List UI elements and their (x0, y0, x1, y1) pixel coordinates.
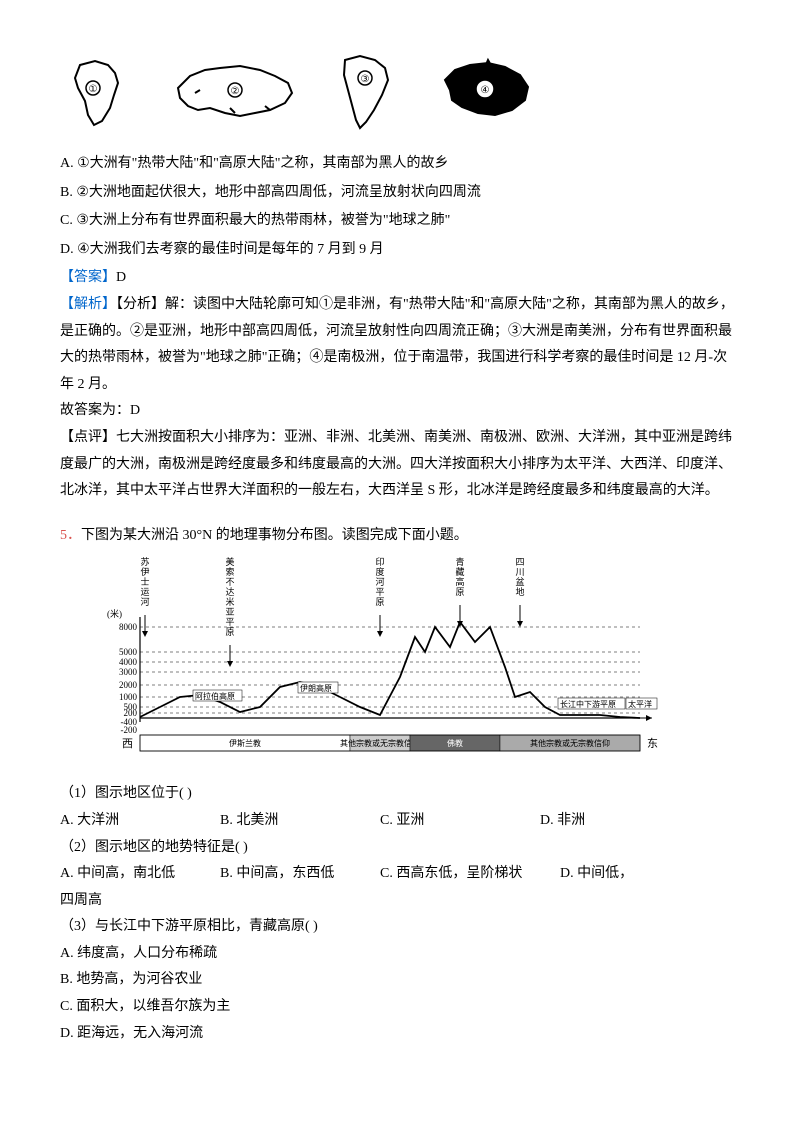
label-3: ③ (361, 74, 370, 85)
svg-text:高: 高 (455, 576, 464, 587)
q5-sub2-stem: （2）图示地区的地势特征是( ) (60, 835, 740, 862)
q4-conclusion: 故答案为：D (60, 398, 740, 425)
q5-3-c: C. 面积大，以维吾尔族为主 (60, 994, 740, 1021)
svg-text:平: 平 (225, 617, 234, 627)
q4-answer-line: 【答案】D (60, 265, 740, 292)
q4-option-d: D. ④大洲我们去考察的最佳时间是每年的 7 月到 9 月 (60, 237, 740, 264)
svg-text:达: 达 (225, 586, 234, 597)
q4-option-b: B. ②大洲地面起伏很大，地形中部高四周低，河流呈放射状向四周流 (60, 180, 740, 207)
label-1: ① (89, 84, 98, 95)
q5-number: 5． (60, 528, 81, 543)
svg-text:3000: 3000 (119, 667, 138, 677)
svg-text:原: 原 (455, 587, 464, 597)
review-label: 【点评】 (60, 430, 116, 445)
q5-1-b: B. 北美洲 (220, 808, 380, 835)
q5-3-a: A. 纬度高，人口分布稀疏 (60, 941, 740, 968)
svg-text:青: 青 (455, 557, 464, 567)
q5-sub1-stem: （1）图示地区位于( ) (60, 781, 740, 808)
q5-2-d-cont: 四周高 (60, 888, 740, 915)
continent-africa-icon: ① (60, 53, 140, 133)
svg-text:太平洋: 太平洋 (628, 699, 652, 709)
label-4: ④ (481, 85, 490, 96)
svg-text:川: 川 (515, 567, 524, 577)
q4-option-c: C. ③大洲上分布有世界面积最大的热带雨林，被誉为"地球之肺" (60, 208, 740, 235)
svg-text:不: 不 (225, 577, 234, 587)
elevation-profile-chart: (米) 8000 5000 4000 3000 2000 1000 500 20… (100, 557, 660, 777)
svg-text:盆: 盆 (515, 576, 524, 587)
continent-eurasia-icon: ② (170, 58, 300, 128)
svg-text:阿拉伯高原: 阿拉伯高原 (195, 691, 235, 701)
q5-2-a: A. 中间高，南北低 (60, 861, 220, 888)
q5-3-d: D. 距海远，无入海河流 (60, 1021, 740, 1048)
svg-text:米: 米 (225, 596, 234, 607)
svg-text:运: 运 (140, 587, 149, 597)
svg-text:苏: 苏 (140, 557, 149, 567)
svg-text:地: 地 (515, 586, 524, 597)
svg-text:长江中下游平原: 长江中下游平原 (560, 699, 616, 709)
svg-text:印: 印 (375, 557, 384, 567)
q5-1-c: C. 亚洲 (380, 808, 540, 835)
continent-samerica-icon: ③ (330, 50, 400, 135)
svg-text:原: 原 (375, 597, 384, 607)
answer-value: D (116, 270, 126, 285)
svg-text:伊: 伊 (140, 566, 149, 577)
review-text: 七大洲按面积大小排序为：亚洲、非洲、北美洲、南美洲、南极洲、欧洲、大洋洲，其中亚… (60, 430, 732, 498)
q4-analysis: 【解析】【分析】解：读图中大陆轮廓可知①是非洲，有"热带大陆"和"高原大陆"之称… (60, 292, 740, 398)
q5-sub3-stem: （3）与长江中下游平原相比，青藏高原( ) (60, 914, 740, 941)
svg-text:河: 河 (375, 576, 384, 587)
svg-text:其他宗教或无宗教信仰: 其他宗教或无宗教信仰 (340, 738, 420, 748)
answer-label: 【答案】 (60, 270, 116, 285)
west-label: 西 (122, 738, 133, 750)
yaxis-unit: (米) (107, 608, 122, 619)
continents-row: ① ② ③ ④ (60, 50, 740, 135)
svg-text:佛教: 佛教 (447, 738, 463, 748)
q5-2-c: C. 西高东低，呈阶梯状 (380, 861, 560, 888)
continent-antarctica-icon: ④ (430, 55, 540, 130)
svg-text:2000: 2000 (119, 680, 138, 690)
svg-text:伊朗高原: 伊朗高原 (300, 683, 332, 693)
svg-text:河: 河 (140, 596, 149, 607)
svg-text:四: 四 (515, 557, 524, 567)
svg-text:藏: 藏 (455, 566, 464, 577)
q4-review: 【点评】七大洲按面积大小排序为：亚洲、非洲、北美洲、南美洲、南极洲、欧洲、大洋洲… (60, 425, 740, 505)
east-label: 东 (647, 737, 658, 750)
svg-text:平: 平 (375, 587, 384, 597)
svg-text:亚: 亚 (225, 607, 234, 617)
analysis-label: 【解析】 (60, 297, 116, 312)
analysis-text: 【分析】解：读图中大陆轮廓可知①是非洲，有"热带大陆"和"高原大陆"之称，其南部… (60, 297, 734, 392)
svg-text:士: 士 (140, 576, 149, 587)
q5-stem-line: 5．下图为某大洲沿 30°N 的地理事物分布图。读图完成下面小题。 (60, 523, 740, 550)
svg-text:其他宗教或无宗教信仰: 其他宗教或无宗教信仰 (530, 738, 610, 748)
svg-text:-200: -200 (121, 725, 138, 735)
svg-text:5000: 5000 (119, 647, 138, 657)
svg-text:原: 原 (225, 627, 234, 637)
q5-1-a: A. 大洋洲 (60, 808, 220, 835)
q5-2-d: D. 中间低， (560, 861, 720, 888)
label-2: ② (231, 86, 240, 97)
q5-2-b: B. 中间高，东西低 (220, 861, 380, 888)
q5-stem: 下图为某大洲沿 30°N 的地理事物分布图。读图完成下面小题。 (81, 528, 468, 543)
svg-text:索: 索 (225, 566, 234, 577)
q5-3-b: B. 地势高，为河谷农业 (60, 967, 740, 994)
svg-text:4000: 4000 (119, 657, 138, 667)
svg-text:美: 美 (225, 557, 234, 567)
q5-sub2-options: A. 中间高，南北低 B. 中间高，东西低 C. 西高东低，呈阶梯状 D. 中间… (60, 861, 740, 888)
svg-text:度: 度 (375, 566, 384, 577)
svg-text:8000: 8000 (119, 622, 138, 632)
svg-text:1000: 1000 (119, 692, 138, 702)
q5-sub1-options: A. 大洋洲 B. 北美洲 C. 亚洲 D. 非洲 (60, 808, 740, 835)
q4-option-a: A. ①大洲有"热带大陆"和"高原大陆"之称，其南部为黑人的故乡 (60, 151, 740, 178)
q5-1-d: D. 非洲 (540, 808, 700, 835)
svg-text:伊斯兰教: 伊斯兰教 (229, 738, 261, 748)
